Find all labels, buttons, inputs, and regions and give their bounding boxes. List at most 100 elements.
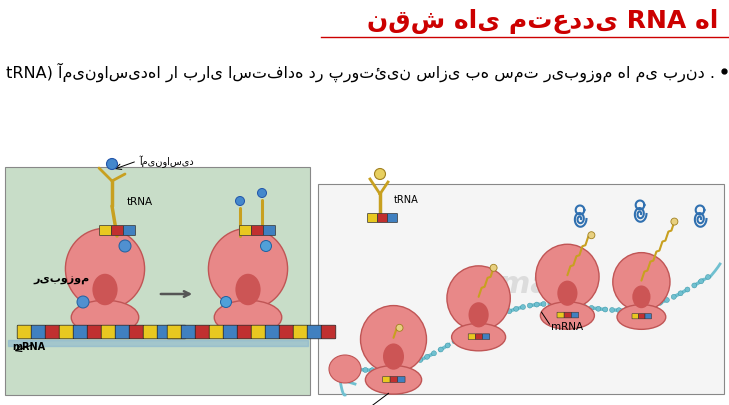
Ellipse shape bbox=[106, 159, 117, 170]
Ellipse shape bbox=[490, 264, 497, 272]
Ellipse shape bbox=[706, 275, 711, 280]
Text: mRNA: mRNA bbox=[552, 321, 584, 331]
Ellipse shape bbox=[613, 253, 670, 311]
Ellipse shape bbox=[555, 302, 560, 307]
Ellipse shape bbox=[596, 307, 601, 311]
Ellipse shape bbox=[623, 308, 628, 313]
Ellipse shape bbox=[424, 354, 429, 359]
Ellipse shape bbox=[349, 367, 354, 371]
Ellipse shape bbox=[445, 343, 450, 348]
Ellipse shape bbox=[390, 366, 395, 371]
FancyBboxPatch shape bbox=[383, 377, 390, 382]
Ellipse shape bbox=[507, 309, 512, 314]
Ellipse shape bbox=[534, 302, 539, 307]
FancyBboxPatch shape bbox=[639, 314, 645, 319]
FancyBboxPatch shape bbox=[237, 325, 252, 339]
Ellipse shape bbox=[644, 305, 649, 310]
Ellipse shape bbox=[452, 339, 457, 344]
Ellipse shape bbox=[343, 366, 347, 371]
Ellipse shape bbox=[66, 229, 144, 309]
Ellipse shape bbox=[432, 351, 437, 356]
FancyBboxPatch shape bbox=[240, 226, 252, 236]
Text: نقش های متعددی RNA ها: نقش های متعددی RNA ها bbox=[367, 9, 718, 34]
Ellipse shape bbox=[365, 366, 421, 394]
Text: tRNA: tRNA bbox=[127, 196, 153, 207]
FancyBboxPatch shape bbox=[388, 214, 397, 223]
FancyBboxPatch shape bbox=[73, 325, 87, 339]
Ellipse shape bbox=[411, 360, 416, 365]
Ellipse shape bbox=[632, 286, 650, 309]
FancyBboxPatch shape bbox=[632, 314, 639, 319]
Ellipse shape bbox=[370, 368, 375, 373]
Ellipse shape bbox=[208, 229, 288, 309]
FancyBboxPatch shape bbox=[307, 325, 321, 339]
FancyBboxPatch shape bbox=[321, 325, 336, 339]
Ellipse shape bbox=[500, 312, 505, 317]
Ellipse shape bbox=[493, 315, 498, 320]
Ellipse shape bbox=[521, 305, 526, 310]
Ellipse shape bbox=[418, 358, 423, 362]
Text: ریبوزوم: ریبوزوم bbox=[33, 274, 89, 284]
Ellipse shape bbox=[71, 301, 139, 335]
Ellipse shape bbox=[383, 367, 389, 372]
Ellipse shape bbox=[514, 307, 518, 311]
FancyBboxPatch shape bbox=[468, 334, 475, 340]
Ellipse shape bbox=[335, 364, 340, 370]
FancyBboxPatch shape bbox=[564, 313, 572, 318]
FancyBboxPatch shape bbox=[263, 226, 276, 236]
FancyBboxPatch shape bbox=[59, 325, 74, 339]
Ellipse shape bbox=[377, 368, 381, 373]
Ellipse shape bbox=[609, 308, 615, 313]
Ellipse shape bbox=[329, 355, 361, 383]
FancyBboxPatch shape bbox=[279, 325, 294, 339]
Ellipse shape bbox=[397, 364, 402, 370]
FancyBboxPatch shape bbox=[378, 214, 388, 223]
Ellipse shape bbox=[220, 297, 232, 308]
FancyBboxPatch shape bbox=[112, 226, 123, 236]
Ellipse shape bbox=[536, 245, 599, 309]
Ellipse shape bbox=[469, 303, 488, 328]
Ellipse shape bbox=[617, 308, 621, 313]
FancyBboxPatch shape bbox=[157, 325, 172, 339]
FancyBboxPatch shape bbox=[143, 325, 157, 339]
FancyBboxPatch shape bbox=[318, 185, 724, 394]
Ellipse shape bbox=[557, 281, 577, 306]
Text: RNA ناقل_( tRNA) آمینواسیدها را برای استفاده در پروتئین سازی به سمت ریبوزوم ها م: RNA ناقل_( tRNA) آمینواسیدها را برای است… bbox=[0, 62, 715, 81]
Ellipse shape bbox=[396, 324, 403, 332]
Ellipse shape bbox=[540, 302, 594, 329]
FancyBboxPatch shape bbox=[99, 226, 112, 236]
Ellipse shape bbox=[480, 322, 484, 327]
Ellipse shape bbox=[664, 298, 669, 303]
Ellipse shape bbox=[548, 302, 553, 307]
Ellipse shape bbox=[438, 347, 443, 352]
Ellipse shape bbox=[119, 241, 131, 252]
Ellipse shape bbox=[575, 304, 580, 309]
Ellipse shape bbox=[589, 306, 594, 311]
Ellipse shape bbox=[257, 189, 267, 198]
FancyBboxPatch shape bbox=[101, 325, 116, 339]
Ellipse shape bbox=[459, 335, 464, 340]
FancyBboxPatch shape bbox=[398, 377, 405, 382]
Ellipse shape bbox=[678, 291, 683, 296]
FancyBboxPatch shape bbox=[182, 325, 196, 339]
Ellipse shape bbox=[637, 306, 642, 311]
Text: tRNA: tRNA bbox=[394, 194, 418, 205]
Ellipse shape bbox=[486, 318, 491, 324]
FancyBboxPatch shape bbox=[252, 226, 263, 236]
Ellipse shape bbox=[235, 274, 260, 305]
FancyBboxPatch shape bbox=[223, 325, 238, 339]
Ellipse shape bbox=[404, 363, 409, 368]
FancyBboxPatch shape bbox=[5, 168, 310, 395]
FancyBboxPatch shape bbox=[390, 377, 397, 382]
Ellipse shape bbox=[617, 305, 666, 330]
Ellipse shape bbox=[671, 294, 677, 300]
Ellipse shape bbox=[692, 283, 697, 288]
Ellipse shape bbox=[588, 232, 595, 239]
FancyBboxPatch shape bbox=[475, 334, 483, 340]
Ellipse shape bbox=[527, 303, 532, 308]
Ellipse shape bbox=[466, 330, 471, 335]
Ellipse shape bbox=[603, 307, 608, 312]
Ellipse shape bbox=[235, 197, 244, 206]
Ellipse shape bbox=[363, 368, 368, 373]
Ellipse shape bbox=[93, 274, 117, 305]
